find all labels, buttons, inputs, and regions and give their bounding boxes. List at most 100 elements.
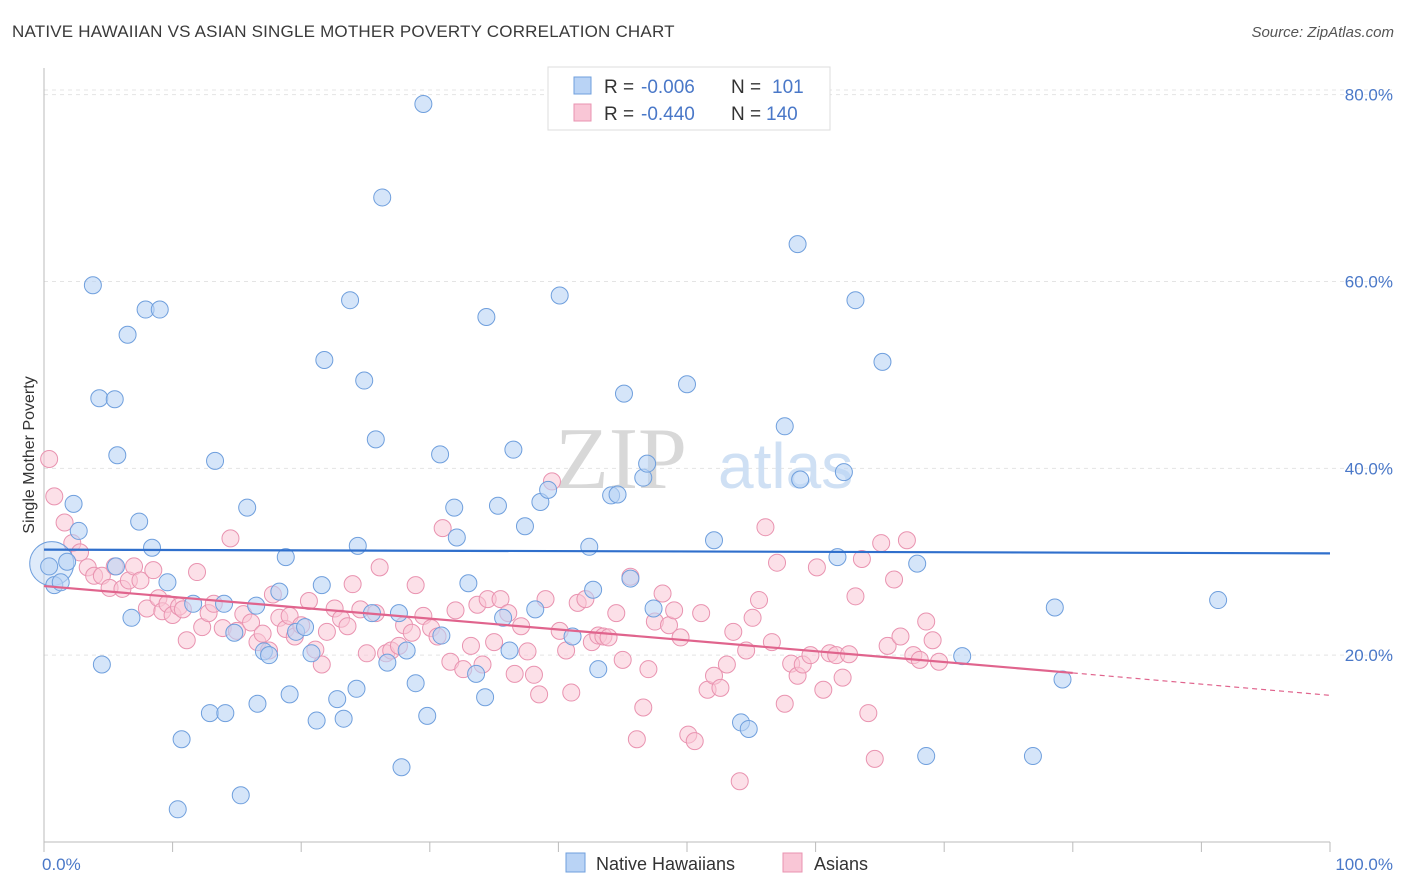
asians-point — [775, 694, 794, 713]
native-hawaiians-point — [705, 531, 724, 550]
native-hawaiians-points — [29, 95, 1228, 819]
asians-point — [750, 591, 769, 610]
asians-point — [653, 584, 672, 603]
native-hawaiians-point — [539, 480, 558, 499]
native-hawaiians-point — [307, 711, 326, 730]
legend-r-label-2: R = — [604, 104, 634, 125]
asians-point — [242, 613, 261, 632]
native-hawaiians-point — [341, 291, 360, 310]
x-tick-label: 100.0% — [1335, 855, 1393, 874]
asians-point — [833, 668, 852, 687]
native-hawaiians-point — [1209, 591, 1228, 610]
asians-point — [338, 617, 357, 636]
asians-point — [807, 558, 826, 577]
series-legend: Native Hawaiians Asians — [565, 852, 868, 874]
asians-point — [607, 604, 626, 623]
asians-point — [317, 622, 336, 641]
native-hawaiians-point — [477, 308, 496, 327]
native-hawaiians-point — [107, 557, 126, 576]
asians-point — [518, 642, 537, 661]
native-hawaiians-point — [105, 390, 124, 409]
native-hawaiians-point — [526, 600, 545, 619]
y-tick-label: 20.0% — [1345, 646, 1393, 665]
asians-point — [613, 650, 632, 669]
asians-point — [692, 604, 711, 623]
legend-n-label-1: N = — [731, 77, 761, 98]
asians-point — [671, 628, 690, 647]
native-hawaiians-point — [143, 538, 162, 557]
legend-r-value-1: -0.006 — [641, 77, 695, 98]
native-hawaiians-point — [355, 371, 374, 390]
asians-point — [131, 571, 150, 590]
asians-point — [717, 655, 736, 674]
tick-labels: 20.0% 40.0% 60.0% 80.0% 0.0% 100.0% — [42, 86, 1393, 874]
native-hawaiians-point — [621, 569, 640, 588]
asians-point — [634, 698, 653, 717]
native-hawaiians-point — [231, 786, 250, 805]
legend-n-label-2: N = — [731, 104, 761, 125]
native-hawaiians-point — [260, 646, 279, 665]
native-hawaiians-point — [644, 599, 663, 618]
asians-point — [485, 633, 504, 652]
asians-point — [144, 561, 163, 580]
native-hawaiians-point — [638, 454, 657, 473]
native-hawaiians-point — [397, 641, 416, 660]
asians-point — [685, 732, 704, 751]
native-hawaiians-point — [83, 276, 102, 295]
native-hawaiians-point — [248, 694, 267, 713]
native-hawaiians-point — [834, 463, 853, 482]
asians-point — [406, 576, 425, 595]
native-hawaiians-point — [312, 576, 331, 595]
asians-point — [71, 543, 90, 562]
asians-point — [897, 531, 916, 550]
series-legend-label-1: Native Hawaiians — [596, 854, 735, 874]
asians-point — [402, 623, 421, 642]
native-hawaiians-point — [69, 521, 88, 540]
native-hawaiians-point — [247, 596, 266, 615]
native-hawaiians-point — [775, 417, 794, 436]
legend-r-value-2: -0.440 — [641, 104, 695, 125]
legend-r-label-1: R = — [604, 77, 634, 98]
y-tick-label: 80.0% — [1345, 86, 1393, 105]
native-hawaiians-point — [108, 446, 127, 465]
asians-point — [743, 608, 762, 627]
asians-point — [917, 612, 936, 631]
native-hawaiians-point — [608, 485, 627, 504]
asians-trend-extension — [1072, 672, 1331, 696]
asians-point — [665, 601, 684, 620]
native-hawaiians-point — [130, 512, 149, 531]
asians-point — [505, 664, 524, 683]
native-hawaiians-point — [92, 655, 111, 674]
x-tick-label: 0.0% — [42, 855, 81, 874]
native-hawaiians-point — [90, 389, 109, 408]
native-hawaiians-point — [406, 674, 425, 693]
native-hawaiians-point — [678, 375, 696, 394]
native-hawaiians-point — [791, 470, 810, 489]
native-hawaiians-point — [739, 719, 758, 738]
native-hawaiians-point — [373, 188, 392, 207]
native-hawaiians-point — [302, 644, 321, 663]
native-hawaiians-point — [158, 573, 177, 592]
native-hawaiians-point — [392, 758, 411, 777]
series-legend-swatch-pink — [782, 852, 803, 873]
asians-point — [530, 685, 549, 704]
asians-point — [562, 683, 581, 702]
native-hawaiians-point — [500, 641, 519, 660]
native-hawaiians-point — [315, 350, 334, 369]
native-hawaiians-point — [276, 548, 295, 567]
asians-trend-line — [43, 584, 1073, 675]
native-hawaiians-point — [215, 594, 234, 613]
asians-point — [730, 772, 749, 791]
native-hawaiians-point — [334, 709, 353, 728]
asians-point — [491, 590, 510, 609]
native-hawaiians-point — [270, 582, 289, 601]
native-hawaiians-point — [389, 604, 408, 623]
asians-point — [40, 450, 59, 468]
asians-point — [343, 575, 362, 594]
asians-point — [756, 518, 775, 537]
native-hawaiians-point — [238, 498, 257, 517]
native-hawaiians-point — [168, 800, 187, 819]
native-hawaiians-point — [459, 574, 478, 593]
trend-lines — [43, 548, 1331, 696]
